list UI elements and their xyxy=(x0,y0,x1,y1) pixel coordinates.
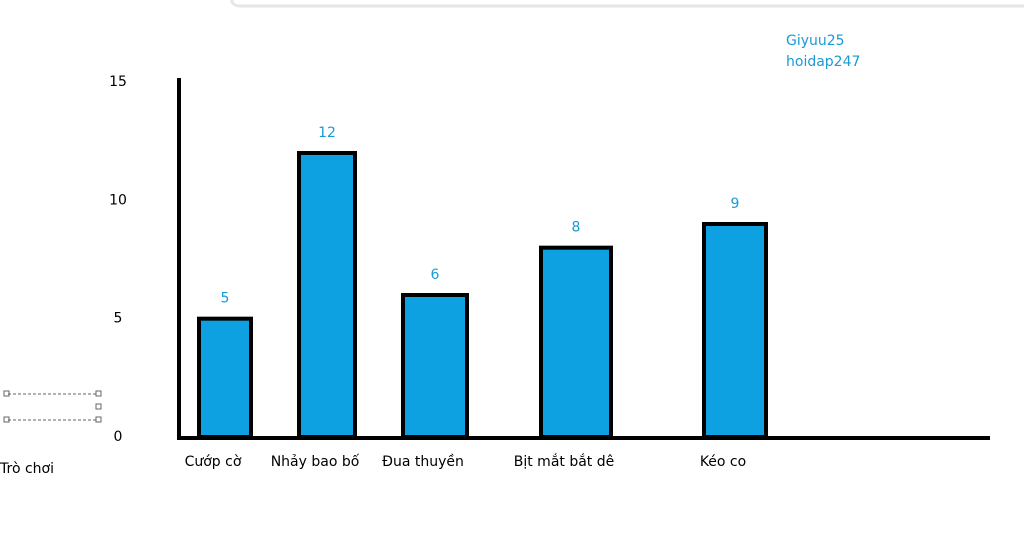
bar xyxy=(539,245,613,439)
annotation: Giyuu25 xyxy=(786,33,845,49)
data-label: 6 xyxy=(431,267,440,283)
bar xyxy=(197,316,253,439)
data-label: 5 xyxy=(221,291,230,307)
x-axis-label: Trò chơi xyxy=(0,461,54,477)
x-tick-label: Cướp cờ xyxy=(185,454,242,470)
y-tick-label: 0 xyxy=(114,429,123,445)
x-tick-label: Bịt mắt bắt dê xyxy=(514,453,615,470)
bar xyxy=(401,293,469,439)
data-label: 8 xyxy=(572,220,581,236)
y-tick-label: 15 xyxy=(109,74,127,90)
window-edge xyxy=(230,0,1024,8)
y-tick-label: 5 xyxy=(114,311,123,327)
selection-handles xyxy=(3,390,102,423)
data-label: 9 xyxy=(731,196,740,212)
bar xyxy=(702,222,768,439)
x-tick-label: Đua thuyền xyxy=(382,453,464,470)
bar xyxy=(297,151,357,439)
y-tick-label: 10 xyxy=(109,192,127,208)
annotation: hoidap247 xyxy=(786,54,860,70)
data-label: 12 xyxy=(318,125,336,141)
x-tick-label: Nhảy bao bố xyxy=(271,453,360,470)
x-tick-label: Kéo co xyxy=(700,454,746,470)
